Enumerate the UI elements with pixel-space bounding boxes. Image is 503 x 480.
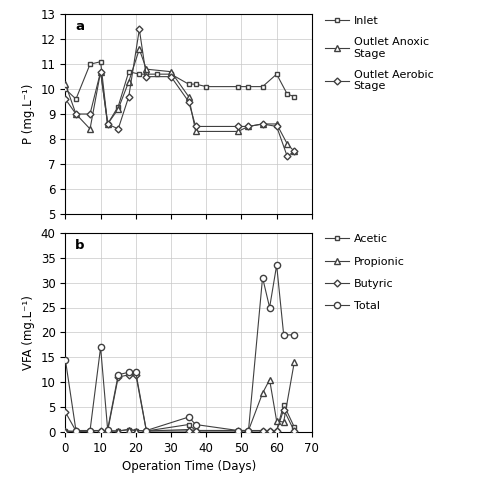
Y-axis label: VFA (mg.L⁻¹): VFA (mg.L⁻¹) [22, 295, 35, 370]
Text: b: b [75, 239, 85, 252]
X-axis label: Operation Time (Days): Operation Time (Days) [122, 460, 256, 473]
Text: a: a [75, 20, 84, 34]
Legend: Acetic, Propionic, Butyric, Total: Acetic, Propionic, Butyric, Total [325, 234, 404, 311]
Legend: Inlet, Outlet Anoxic
Stage, Outlet Aerobic
Stage: Inlet, Outlet Anoxic Stage, Outlet Aerob… [325, 16, 434, 91]
Y-axis label: P (mg.L⁻¹): P (mg.L⁻¹) [22, 84, 35, 144]
